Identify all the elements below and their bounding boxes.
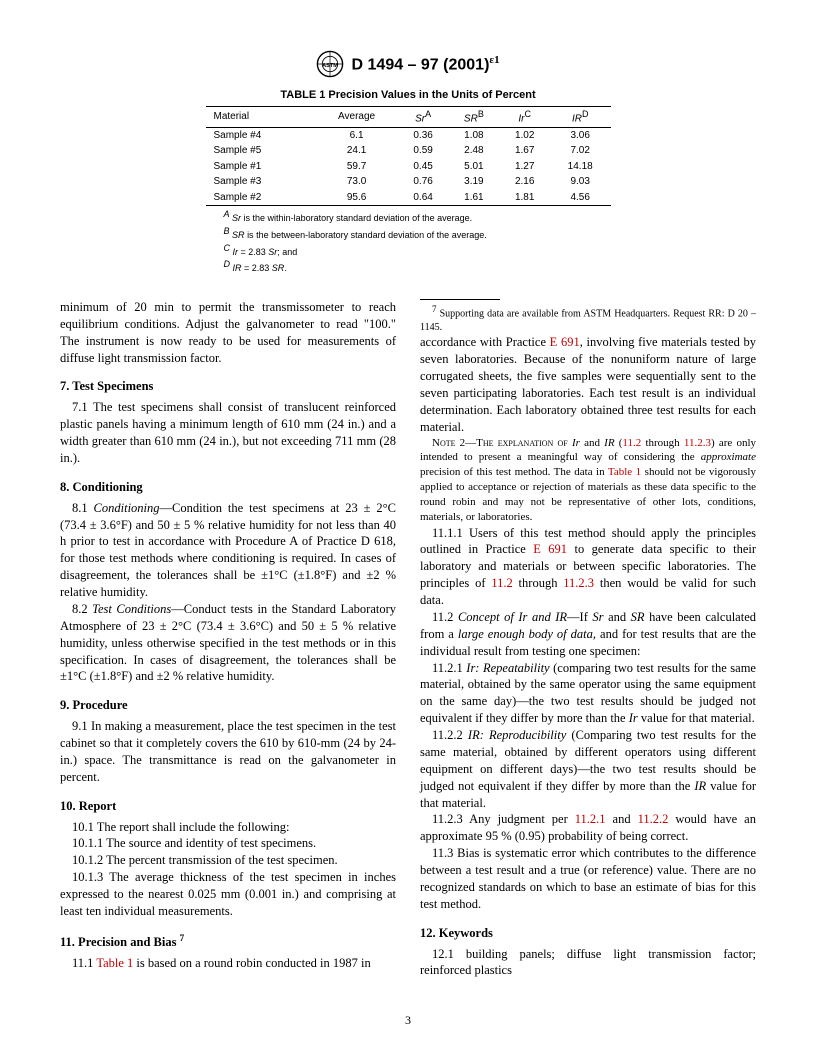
table-cell: 59.7 [315, 159, 398, 175]
footnote-block: 7 Supporting data are available from AST… [420, 299, 756, 334]
para-8-2: 8.2 Test Conditions—Conduct tests in the… [60, 601, 396, 685]
table-cell: 3.06 [550, 127, 611, 143]
table-cell: 0.64 [398, 190, 448, 206]
table-cell: 14.18 [550, 159, 611, 175]
table-note-b: B SR is the between-laboratory standard … [224, 226, 611, 242]
table-cell: 9.03 [550, 174, 611, 190]
col-sr: SrA [398, 106, 448, 127]
section-9-title: 9. Procedure [60, 697, 396, 714]
para-11-2: 11.2 Concept of Ir and IR—If Sr and SR h… [420, 609, 756, 660]
table-cell: 5.01 [448, 159, 499, 175]
para-11-3: 11.3 Bias is systematic error which cont… [420, 845, 756, 913]
table-cell: 0.76 [398, 174, 448, 190]
para-11-2-3: 11.2.3 Any judgment per 11.2.1 and 11.2.… [420, 811, 756, 845]
section-11-title: 11. Precision and Bias 7 [60, 932, 396, 951]
document-header: ASTM D 1494 – 97 (2001)ε1 [60, 50, 756, 78]
link-11-2-3[interactable]: 11.2.3 [684, 437, 711, 449]
para-11-1-start: 11.1 Table 1 is based on a round robin c… [60, 955, 396, 972]
link-11-2-1[interactable]: 11.2.1 [575, 812, 606, 826]
para-10-1: 10.1 The report shall include the follow… [60, 819, 396, 836]
precision-table: Material Average SrA SRB IrC IRD Sample … [206, 106, 611, 206]
col-ir-upper: IRD [550, 106, 611, 127]
table-row: Sample #295.60.641.611.814.56 [206, 190, 611, 206]
para-10-1-1: 10.1.1 The source and identity of test s… [60, 835, 396, 852]
doc-id-superscript: ε1 [489, 54, 499, 66]
link-11-2-2[interactable]: 11.2.2 [638, 812, 669, 826]
document-id: D 1494 – 97 (2001)ε1 [352, 53, 500, 76]
table-row: Sample #373.00.763.192.169.03 [206, 174, 611, 190]
col-sr-upper: SRB [448, 106, 499, 127]
note-2: Note 2—The explanation of Ir and IR (11.… [420, 436, 756, 525]
table-1: TABLE 1 Precision Values in the Units of… [206, 88, 611, 275]
table-header-row: Material Average SrA SRB IrC IRD [206, 106, 611, 127]
para-11-1-1: 11.1.1 Users of this test method should … [420, 525, 756, 609]
col-ir: IrC [500, 106, 550, 127]
footnote-rule [420, 299, 500, 300]
table-cell: Sample #4 [206, 127, 316, 143]
table-cell: 1.27 [500, 159, 550, 175]
para-continuation: minimum of 20 min to permit the transmis… [60, 299, 396, 367]
table-cell: 3.19 [448, 174, 499, 190]
col-material: Material [206, 106, 316, 127]
table-cell: 2.48 [448, 143, 499, 159]
table-title: TABLE 1 Precision Values in the Units of… [206, 88, 611, 103]
table-cell: 0.36 [398, 127, 448, 143]
table-cell: 1.02 [500, 127, 550, 143]
table-cell: Sample #3 [206, 174, 316, 190]
link-e691[interactable]: E 691 [550, 335, 580, 349]
note-b-text: is the between-laboratory standard devia… [247, 230, 487, 240]
link-11-2[interactable]: 11.2 [622, 437, 641, 449]
table-cell: 73.0 [315, 174, 398, 190]
table-cell: Sample #1 [206, 159, 316, 175]
col-average: Average [315, 106, 398, 127]
link-table-1-b[interactable]: Table 1 [608, 466, 641, 478]
para-11-2-2: 11.2.2 IR: Reproducibility (Comparing tw… [420, 727, 756, 811]
page-number: 3 [0, 1012, 816, 1028]
table-cell: 95.6 [315, 190, 398, 206]
table-cell: Sample #5 [206, 143, 316, 159]
table-note-d: D IR = 2.83 SR. [224, 259, 611, 275]
section-8-title: 8. Conditioning [60, 479, 396, 496]
table-cell: 1.61 [448, 190, 499, 206]
para-11-2-1: 11.2.1 Ir: Repeatability (comparing two … [420, 660, 756, 728]
table-note-a: A Sr is the within-laboratory standard d… [224, 209, 611, 225]
body-columns: minimum of 20 min to permit the transmis… [60, 299, 756, 981]
para-10-1-3: 10.1.3 The average thickness of the test… [60, 869, 396, 920]
footnote-7: 7 Supporting data are available from AST… [420, 303, 756, 334]
para-9-1: 9.1 In making a measurement, place the t… [60, 718, 396, 786]
para-12-1: 12.1 building panels; diffuse light tran… [420, 946, 756, 980]
table-note-c: C Ir = 2.83 Sr; and [224, 243, 611, 259]
link-11-2-b[interactable]: 11.2 [491, 576, 512, 590]
table-cell: 1.67 [500, 143, 550, 159]
table-row: Sample #159.70.455.011.2714.18 [206, 159, 611, 175]
table-cell: Sample #2 [206, 190, 316, 206]
para-8-1: 8.1 Conditioning—Condition the test spec… [60, 500, 396, 601]
para-10-1-2: 10.1.2 The percent transmission of the t… [60, 852, 396, 869]
table-row: Sample #46.10.361.081.023.06 [206, 127, 611, 143]
table-cell: 1.08 [448, 127, 499, 143]
table-cell: 0.59 [398, 143, 448, 159]
astm-logo-icon: ASTM [316, 50, 344, 78]
svg-text:ASTM: ASTM [322, 63, 338, 69]
table-cell: 6.1 [315, 127, 398, 143]
section-10-title: 10. Report [60, 798, 396, 815]
link-table-1[interactable]: Table 1 [96, 956, 133, 970]
table-cell: 0.45 [398, 159, 448, 175]
table-cell: 4.56 [550, 190, 611, 206]
table-cell: 24.1 [315, 143, 398, 159]
table-row: Sample #524.10.592.481.677.02 [206, 143, 611, 159]
doc-id-text: D 1494 – 97 (2001) [352, 56, 490, 73]
table-cell: 1.81 [500, 190, 550, 206]
para-11-1-cont: accordance with Practice E 691, involvin… [420, 334, 756, 435]
section-12-title: 12. Keywords [420, 925, 756, 942]
table-cell: 2.16 [500, 174, 550, 190]
link-11-2-3-b[interactable]: 11.2.3 [563, 576, 594, 590]
table-cell: 7.02 [550, 143, 611, 159]
table-footnotes: A Sr is the within-laboratory standard d… [224, 209, 611, 275]
link-e691-b[interactable]: E 691 [533, 542, 567, 556]
note-a-text: is the within-laboratory standard deviat… [244, 213, 473, 223]
section-7-title: 7. Test Specimens [60, 378, 396, 395]
para-7-1: 7.1 The test specimens shall consist of … [60, 399, 396, 467]
